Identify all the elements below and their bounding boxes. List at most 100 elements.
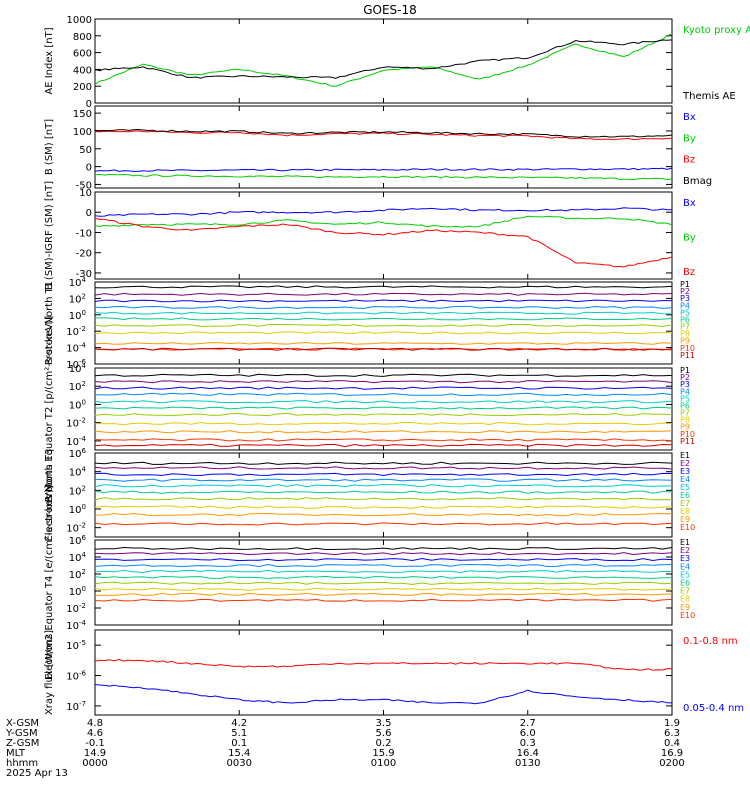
y-tick-label: 800 xyxy=(73,32,92,43)
legend-label: Bz xyxy=(683,267,695,278)
channel-line-e5 xyxy=(94,483,672,488)
legend-label: P7 xyxy=(680,323,690,332)
channel-line-e9 xyxy=(94,592,673,596)
series-line-0-05-0-4-nm xyxy=(94,684,673,705)
channel-line-p7 xyxy=(94,323,673,328)
legend-label: Bmag xyxy=(683,176,712,187)
series-line-themis-ae xyxy=(94,39,673,79)
channel-line-p11 xyxy=(94,443,673,448)
row-value: 5.6 xyxy=(376,728,392,739)
y-tick-label: 400 xyxy=(73,65,92,76)
row-value: 0000 xyxy=(82,758,107,769)
row-value: 0.3 xyxy=(520,738,536,749)
panel-3: 10 0 -10 -20 -30 B (SM)-IGRF (SM) [nT] Bx By Bz xyxy=(44,181,696,290)
series-line-bz xyxy=(94,217,673,268)
row-value: 1.9 xyxy=(664,718,680,729)
legend-label: P9 xyxy=(680,337,690,346)
row-value: 0130 xyxy=(515,758,540,769)
row-label: hhmm xyxy=(6,758,38,769)
legend-label: E6 xyxy=(680,491,690,500)
legend-label: E3 xyxy=(680,467,690,476)
channel-line-p3 xyxy=(94,299,672,303)
y-tick-label: 106 xyxy=(69,534,87,547)
y-tick-label: 100 xyxy=(69,309,86,322)
panel-8: 10-5 10-6 10-7 Xray flux [W/m2] 0.1-0.8 nm 0.… xyxy=(44,629,744,716)
row-label: MLT xyxy=(6,748,26,759)
channel-line-e6 xyxy=(94,575,673,579)
y-tick-label: 104 xyxy=(69,362,87,375)
y-tick-label: -30 xyxy=(76,269,92,280)
y-tick-label: 102 xyxy=(69,380,86,393)
row-value: 0200 xyxy=(659,758,684,769)
channel-line-e9 xyxy=(94,512,673,517)
legend-label: E7 xyxy=(680,499,690,508)
legend-label: P5 xyxy=(680,394,690,403)
series-line-by xyxy=(94,215,673,228)
y-tick-label: 0 xyxy=(86,163,92,174)
row-value: 16.9 xyxy=(661,748,683,759)
legend-label: Kyoto proxy AE xyxy=(683,25,750,36)
y-tick-label: 10-2 xyxy=(66,522,86,535)
y-tick-label: 10-2 xyxy=(66,325,86,338)
y-axis-label: Xray flux [W/m2] xyxy=(44,630,55,715)
legend-label: E1 xyxy=(680,451,690,460)
y-axis-label: B (SM) [nT] xyxy=(44,119,55,175)
panel-frame xyxy=(94,367,673,451)
row-value: 15.9 xyxy=(372,748,394,759)
legend-label: E3 xyxy=(680,554,690,563)
y-tick-label: 10-6 xyxy=(66,670,86,683)
series-line-kyoto-proxy-ae xyxy=(94,33,673,87)
y-tick-label: 102 xyxy=(69,484,86,497)
legend-label: E8 xyxy=(680,595,690,604)
legend-label: P5 xyxy=(680,308,690,317)
channel-line-e1 xyxy=(94,461,673,465)
legend-label: By xyxy=(683,233,696,244)
legend-label: E8 xyxy=(680,507,690,516)
y-tick-label: 10-4 xyxy=(66,619,86,632)
channel-line-e1 xyxy=(94,546,673,551)
row-value: 0030 xyxy=(227,758,252,769)
channel-line-p5 xyxy=(94,311,673,315)
legend-label: By xyxy=(683,133,696,144)
row-value: 16.4 xyxy=(517,748,539,759)
legend-label: P6 xyxy=(680,401,690,410)
legend-label: P11 xyxy=(680,437,695,446)
channel-line-e4 xyxy=(94,563,673,568)
y-tick-label: 104 xyxy=(69,466,87,479)
channel-line-p8 xyxy=(94,421,673,426)
legend-label: P4 xyxy=(680,301,690,310)
legend-label: E5 xyxy=(680,570,690,579)
channel-line-e10 xyxy=(94,522,673,526)
series-line-bmag xyxy=(94,128,673,138)
channel-line-e8 xyxy=(94,587,673,591)
y-tick-label: -50 xyxy=(76,180,92,191)
legend-label: P11 xyxy=(680,351,695,360)
channel-line-p1 xyxy=(94,285,673,289)
channel-line-e3 xyxy=(94,557,673,562)
legend-label: P7 xyxy=(680,409,690,418)
row-value: 4.6 xyxy=(87,728,103,739)
row-value: -0.1 xyxy=(85,738,105,749)
legend-label: E6 xyxy=(680,579,690,588)
legend-label: Bx xyxy=(683,112,696,123)
y-axis-label: Electrons Equator T4 [e/(cm²-s-sr-keV)] xyxy=(44,485,55,680)
row-value: 0.1 xyxy=(231,738,247,749)
legend-label: Bz xyxy=(683,155,695,166)
row-value: 4.8 xyxy=(87,718,103,729)
legend-label: P4 xyxy=(680,387,690,396)
legend-label: E10 xyxy=(680,523,695,532)
y-tick-label: 10-7 xyxy=(66,700,86,713)
row-value: 0.2 xyxy=(376,738,392,749)
y-tick-label: 100 xyxy=(69,503,86,516)
y-tick-label: 0 xyxy=(86,99,92,110)
channel-line-p11 xyxy=(94,347,673,351)
y-tick-label: 100 xyxy=(69,585,86,598)
y-tick-label: 150 xyxy=(73,109,92,120)
channel-line-p4 xyxy=(94,392,673,397)
y-axis-label: Electrons North T3 xyxy=(44,448,55,541)
y-tick-label: -10 xyxy=(76,228,92,239)
channel-line-p6 xyxy=(95,317,673,321)
channel-line-e7 xyxy=(94,497,673,501)
